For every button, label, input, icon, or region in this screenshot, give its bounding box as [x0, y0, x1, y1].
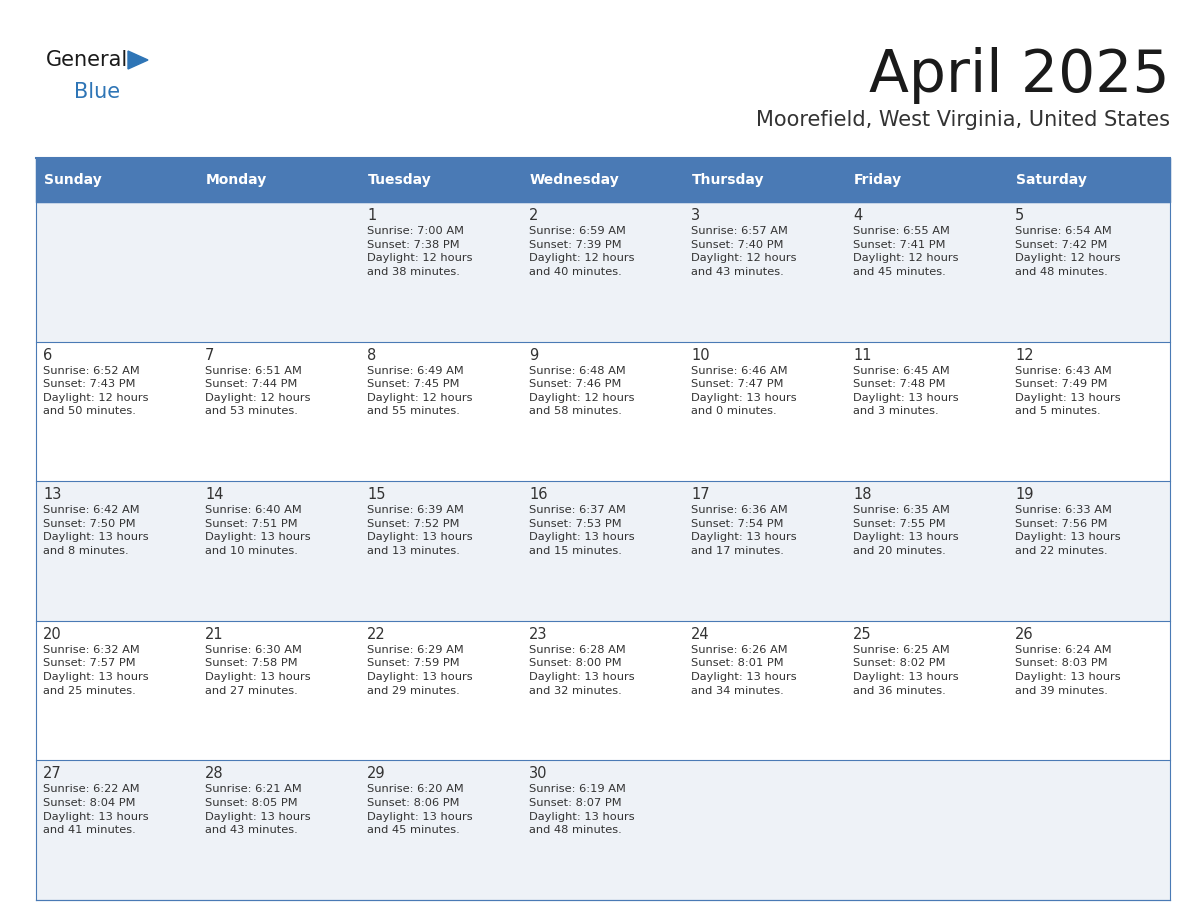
- Text: Sunrise: 6:32 AM
Sunset: 7:57 PM
Daylight: 13 hours
and 25 minutes.: Sunrise: 6:32 AM Sunset: 7:57 PM Dayligh…: [43, 644, 148, 696]
- Text: 7: 7: [206, 348, 214, 363]
- Text: Friday: Friday: [854, 173, 902, 187]
- Text: Thursday: Thursday: [691, 173, 765, 187]
- Text: Sunrise: 6:30 AM
Sunset: 7:58 PM
Daylight: 13 hours
and 27 minutes.: Sunrise: 6:30 AM Sunset: 7:58 PM Dayligh…: [206, 644, 310, 696]
- Text: Moorefield, West Virginia, United States: Moorefield, West Virginia, United States: [756, 110, 1170, 130]
- Bar: [36, 621, 1170, 760]
- Bar: [846, 158, 1007, 202]
- Text: Sunrise: 6:57 AM
Sunset: 7:40 PM
Daylight: 12 hours
and 43 minutes.: Sunrise: 6:57 AM Sunset: 7:40 PM Dayligh…: [691, 226, 796, 277]
- Bar: [36, 481, 1170, 621]
- Text: 6: 6: [43, 348, 52, 363]
- Text: Sunrise: 6:49 AM
Sunset: 7:45 PM
Daylight: 12 hours
and 55 minutes.: Sunrise: 6:49 AM Sunset: 7:45 PM Dayligh…: [367, 365, 473, 417]
- Text: Sunrise: 6:52 AM
Sunset: 7:43 PM
Daylight: 12 hours
and 50 minutes.: Sunrise: 6:52 AM Sunset: 7:43 PM Dayligh…: [43, 365, 148, 417]
- Text: 11: 11: [853, 348, 872, 363]
- Text: Sunrise: 6:51 AM
Sunset: 7:44 PM
Daylight: 12 hours
and 53 minutes.: Sunrise: 6:51 AM Sunset: 7:44 PM Dayligh…: [206, 365, 310, 417]
- Text: Sunrise: 6:28 AM
Sunset: 8:00 PM
Daylight: 13 hours
and 32 minutes.: Sunrise: 6:28 AM Sunset: 8:00 PM Dayligh…: [529, 644, 634, 696]
- Text: 12: 12: [1015, 348, 1034, 363]
- Text: Sunrise: 6:35 AM
Sunset: 7:55 PM
Daylight: 13 hours
and 20 minutes.: Sunrise: 6:35 AM Sunset: 7:55 PM Dayligh…: [853, 505, 959, 556]
- Text: 16: 16: [529, 487, 548, 502]
- Text: 10: 10: [691, 348, 709, 363]
- Text: 28: 28: [206, 767, 223, 781]
- Bar: [684, 158, 846, 202]
- Text: Sunrise: 6:21 AM
Sunset: 8:05 PM
Daylight: 13 hours
and 43 minutes.: Sunrise: 6:21 AM Sunset: 8:05 PM Dayligh…: [206, 784, 310, 835]
- Polygon shape: [128, 51, 148, 69]
- Bar: [36, 760, 1170, 900]
- Text: 23: 23: [529, 627, 548, 642]
- Text: Sunrise: 6:59 AM
Sunset: 7:39 PM
Daylight: 12 hours
and 40 minutes.: Sunrise: 6:59 AM Sunset: 7:39 PM Dayligh…: [529, 226, 634, 277]
- Text: 19: 19: [1015, 487, 1034, 502]
- Text: Sunrise: 6:48 AM
Sunset: 7:46 PM
Daylight: 12 hours
and 58 minutes.: Sunrise: 6:48 AM Sunset: 7:46 PM Dayligh…: [529, 365, 634, 417]
- Text: 25: 25: [853, 627, 872, 642]
- Text: Sunrise: 6:19 AM
Sunset: 8:07 PM
Daylight: 13 hours
and 48 minutes.: Sunrise: 6:19 AM Sunset: 8:07 PM Dayligh…: [529, 784, 634, 835]
- Text: 17: 17: [691, 487, 709, 502]
- Text: Sunrise: 6:40 AM
Sunset: 7:51 PM
Daylight: 13 hours
and 10 minutes.: Sunrise: 6:40 AM Sunset: 7:51 PM Dayligh…: [206, 505, 310, 556]
- Text: 24: 24: [691, 627, 709, 642]
- Text: 14: 14: [206, 487, 223, 502]
- Text: Sunrise: 6:55 AM
Sunset: 7:41 PM
Daylight: 12 hours
and 45 minutes.: Sunrise: 6:55 AM Sunset: 7:41 PM Dayligh…: [853, 226, 959, 277]
- Text: Sunrise: 6:54 AM
Sunset: 7:42 PM
Daylight: 12 hours
and 48 minutes.: Sunrise: 6:54 AM Sunset: 7:42 PM Dayligh…: [1015, 226, 1120, 277]
- Text: Sunrise: 6:45 AM
Sunset: 7:48 PM
Daylight: 13 hours
and 3 minutes.: Sunrise: 6:45 AM Sunset: 7:48 PM Dayligh…: [853, 365, 959, 417]
- Text: 5: 5: [1015, 208, 1024, 223]
- Bar: [36, 158, 198, 202]
- Bar: [1007, 158, 1170, 202]
- Bar: [198, 158, 360, 202]
- Text: 26: 26: [1015, 627, 1034, 642]
- Text: Sunrise: 6:33 AM
Sunset: 7:56 PM
Daylight: 13 hours
and 22 minutes.: Sunrise: 6:33 AM Sunset: 7:56 PM Dayligh…: [1015, 505, 1120, 556]
- Text: Sunrise: 7:00 AM
Sunset: 7:38 PM
Daylight: 12 hours
and 38 minutes.: Sunrise: 7:00 AM Sunset: 7:38 PM Dayligh…: [367, 226, 473, 277]
- Text: 3: 3: [691, 208, 700, 223]
- Text: Sunrise: 6:42 AM
Sunset: 7:50 PM
Daylight: 13 hours
and 8 minutes.: Sunrise: 6:42 AM Sunset: 7:50 PM Dayligh…: [43, 505, 148, 556]
- Bar: [360, 158, 522, 202]
- Text: Monday: Monday: [206, 173, 267, 187]
- Text: Sunrise: 6:36 AM
Sunset: 7:54 PM
Daylight: 13 hours
and 17 minutes.: Sunrise: 6:36 AM Sunset: 7:54 PM Dayligh…: [691, 505, 797, 556]
- Text: 21: 21: [206, 627, 223, 642]
- Text: 1: 1: [367, 208, 377, 223]
- Bar: [522, 158, 684, 202]
- Text: Blue: Blue: [74, 82, 120, 102]
- Text: Sunrise: 6:24 AM
Sunset: 8:03 PM
Daylight: 13 hours
and 39 minutes.: Sunrise: 6:24 AM Sunset: 8:03 PM Dayligh…: [1015, 644, 1120, 696]
- Text: 15: 15: [367, 487, 385, 502]
- Text: Sunrise: 6:43 AM
Sunset: 7:49 PM
Daylight: 13 hours
and 5 minutes.: Sunrise: 6:43 AM Sunset: 7:49 PM Dayligh…: [1015, 365, 1120, 417]
- Text: 13: 13: [43, 487, 62, 502]
- Text: General: General: [46, 50, 128, 70]
- Bar: [36, 158, 1170, 202]
- Bar: [36, 341, 1170, 481]
- Text: 27: 27: [43, 767, 62, 781]
- Text: Sunrise: 6:29 AM
Sunset: 7:59 PM
Daylight: 13 hours
and 29 minutes.: Sunrise: 6:29 AM Sunset: 7:59 PM Dayligh…: [367, 644, 473, 696]
- Text: Sunrise: 6:25 AM
Sunset: 8:02 PM
Daylight: 13 hours
and 36 minutes.: Sunrise: 6:25 AM Sunset: 8:02 PM Dayligh…: [853, 644, 959, 696]
- Text: Sunrise: 6:37 AM
Sunset: 7:53 PM
Daylight: 13 hours
and 15 minutes.: Sunrise: 6:37 AM Sunset: 7:53 PM Dayligh…: [529, 505, 634, 556]
- Bar: [36, 202, 1170, 341]
- Text: 18: 18: [853, 487, 872, 502]
- Text: 20: 20: [43, 627, 62, 642]
- Text: 30: 30: [529, 767, 548, 781]
- Text: 4: 4: [853, 208, 862, 223]
- Text: 9: 9: [529, 348, 538, 363]
- Text: 29: 29: [367, 767, 386, 781]
- Text: Wednesday: Wednesday: [530, 173, 620, 187]
- Text: 22: 22: [367, 627, 386, 642]
- Text: Sunrise: 6:22 AM
Sunset: 8:04 PM
Daylight: 13 hours
and 41 minutes.: Sunrise: 6:22 AM Sunset: 8:04 PM Dayligh…: [43, 784, 148, 835]
- Text: Tuesday: Tuesday: [368, 173, 431, 187]
- Text: Sunrise: 6:26 AM
Sunset: 8:01 PM
Daylight: 13 hours
and 34 minutes.: Sunrise: 6:26 AM Sunset: 8:01 PM Dayligh…: [691, 644, 797, 696]
- Text: April 2025: April 2025: [870, 47, 1170, 104]
- Text: Sunrise: 6:39 AM
Sunset: 7:52 PM
Daylight: 13 hours
and 13 minutes.: Sunrise: 6:39 AM Sunset: 7:52 PM Dayligh…: [367, 505, 473, 556]
- Text: Saturday: Saturday: [1016, 173, 1087, 187]
- Text: Sunrise: 6:20 AM
Sunset: 8:06 PM
Daylight: 13 hours
and 45 minutes.: Sunrise: 6:20 AM Sunset: 8:06 PM Dayligh…: [367, 784, 473, 835]
- Text: 2: 2: [529, 208, 538, 223]
- Text: Sunrise: 6:46 AM
Sunset: 7:47 PM
Daylight: 13 hours
and 0 minutes.: Sunrise: 6:46 AM Sunset: 7:47 PM Dayligh…: [691, 365, 797, 417]
- Text: 8: 8: [367, 348, 377, 363]
- Text: Sunday: Sunday: [44, 173, 102, 187]
